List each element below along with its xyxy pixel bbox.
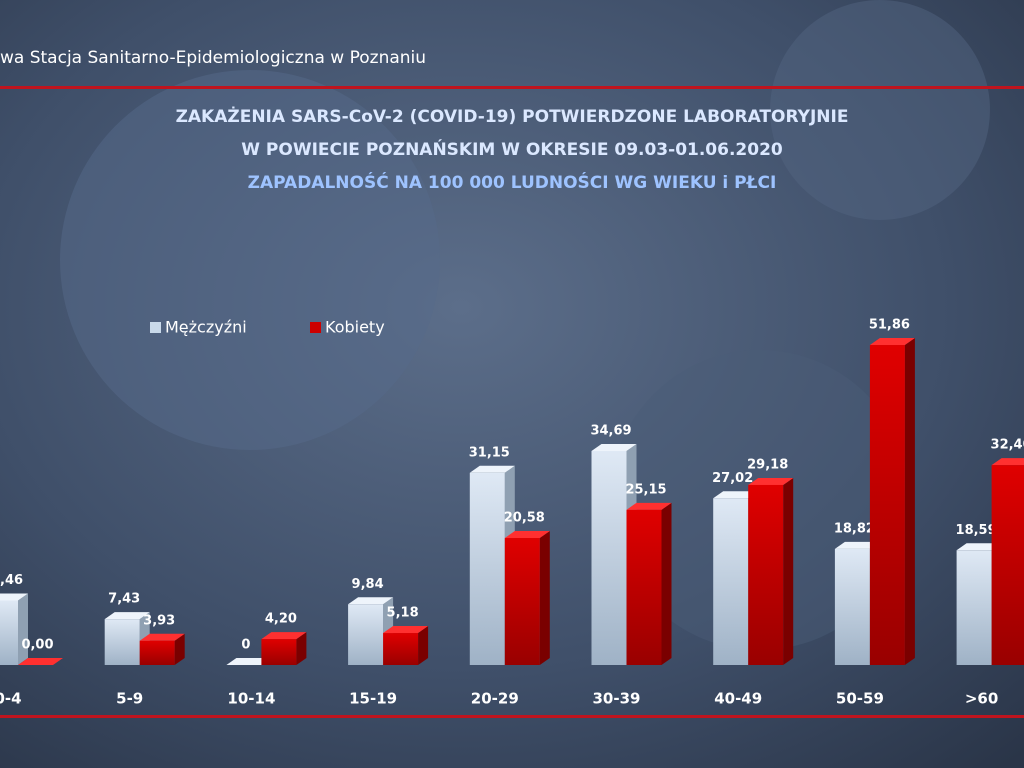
bar-top bbox=[591, 443, 637, 451]
x-tick-label: 15-19 bbox=[349, 690, 397, 708]
value-label: 0 bbox=[241, 638, 250, 653]
header-text: wa Stacja Sanitarno-Epidemiologiczna w P… bbox=[0, 48, 426, 68]
value-label: 25,15 bbox=[625, 482, 666, 497]
bar-top bbox=[18, 658, 63, 665]
value-label: 20,58 bbox=[504, 511, 545, 526]
bar bbox=[383, 633, 419, 665]
bar bbox=[591, 450, 627, 665]
chart-title: W POWIECIE POZNAŃSKIM W OKRESIE 09.03-01… bbox=[241, 138, 783, 160]
bar-top bbox=[748, 477, 794, 485]
x-tick-label: >60 bbox=[965, 690, 998, 708]
bar-side bbox=[783, 477, 794, 665]
bar bbox=[104, 619, 140, 665]
value-label: 27,02 bbox=[712, 471, 753, 486]
divider bbox=[0, 86, 1024, 89]
legend-swatch bbox=[150, 322, 161, 333]
bar bbox=[261, 639, 297, 665]
bar-top bbox=[0, 593, 28, 601]
bar-side bbox=[661, 502, 672, 665]
bar bbox=[504, 538, 540, 665]
x-tick-label: 50-59 bbox=[836, 690, 884, 708]
value-label: 51,86 bbox=[869, 318, 910, 333]
bar-top bbox=[383, 626, 429, 634]
value-label: 32,40 bbox=[991, 438, 1024, 453]
x-tick-label: 40-49 bbox=[714, 690, 762, 708]
bar-top bbox=[348, 597, 394, 605]
bar-top bbox=[469, 465, 515, 473]
bar-top bbox=[626, 502, 672, 510]
legend-label: Mężczyźni bbox=[165, 318, 247, 337]
bar-top bbox=[261, 632, 307, 640]
bar bbox=[139, 640, 175, 665]
bar-top bbox=[226, 658, 272, 665]
bar-top bbox=[956, 543, 1002, 551]
virus-image bbox=[770, 0, 990, 220]
chart-subtitle: ZAPADALNOŚĆ NA 100 000 LUDNOŚCI WG WIEKU… bbox=[248, 171, 777, 193]
bar-top bbox=[104, 612, 150, 620]
bar bbox=[869, 345, 905, 665]
value-label: 29,18 bbox=[747, 457, 788, 472]
bar-side bbox=[904, 338, 915, 665]
legend-label: Kobiety bbox=[325, 318, 385, 337]
value-label: 31,15 bbox=[469, 445, 510, 460]
bar-top bbox=[504, 531, 550, 539]
value-label: 0,00 bbox=[21, 638, 53, 653]
bar-side bbox=[418, 626, 429, 665]
virus-image bbox=[60, 70, 440, 450]
divider bbox=[0, 715, 1024, 718]
bar bbox=[0, 600, 18, 665]
x-tick-label: 5-9 bbox=[116, 690, 143, 708]
value-label: 4,20 bbox=[265, 612, 297, 627]
value-label: 18,82 bbox=[834, 521, 875, 536]
bar bbox=[348, 604, 384, 665]
value-label: 18,59 bbox=[956, 523, 997, 538]
bar-top bbox=[139, 633, 185, 641]
chart-title: ZAKAŻENIA SARS-CoV-2 (COVID-19) POTWIERD… bbox=[176, 105, 849, 127]
bar bbox=[713, 498, 749, 665]
x-tick-label: 30-39 bbox=[593, 690, 641, 708]
x-tick-label: 20-29 bbox=[471, 690, 519, 708]
value-label: 7,43 bbox=[108, 592, 140, 607]
x-tick-label: 10-14 bbox=[227, 690, 275, 708]
bar-side bbox=[296, 632, 307, 665]
bar-side bbox=[18, 593, 28, 665]
bar bbox=[469, 472, 505, 665]
value-label: 34,69 bbox=[590, 423, 631, 438]
bar-top bbox=[991, 458, 1024, 466]
x-tick-label: 0-4 bbox=[0, 690, 22, 708]
bar-top bbox=[713, 491, 759, 499]
value-label: 9,84 bbox=[352, 577, 384, 592]
bar-side bbox=[539, 531, 550, 665]
bar bbox=[956, 550, 992, 665]
bar bbox=[991, 465, 1024, 665]
legend-swatch bbox=[310, 322, 321, 333]
bar bbox=[748, 484, 784, 665]
value-label: 5,18 bbox=[387, 606, 419, 621]
bar bbox=[834, 548, 870, 665]
bar bbox=[626, 509, 662, 665]
bar-side bbox=[174, 633, 185, 665]
value-label: 3,93 bbox=[143, 613, 175, 628]
bar-top bbox=[869, 338, 915, 346]
bar-top bbox=[834, 541, 880, 549]
value-label: 10,46 bbox=[0, 573, 23, 588]
